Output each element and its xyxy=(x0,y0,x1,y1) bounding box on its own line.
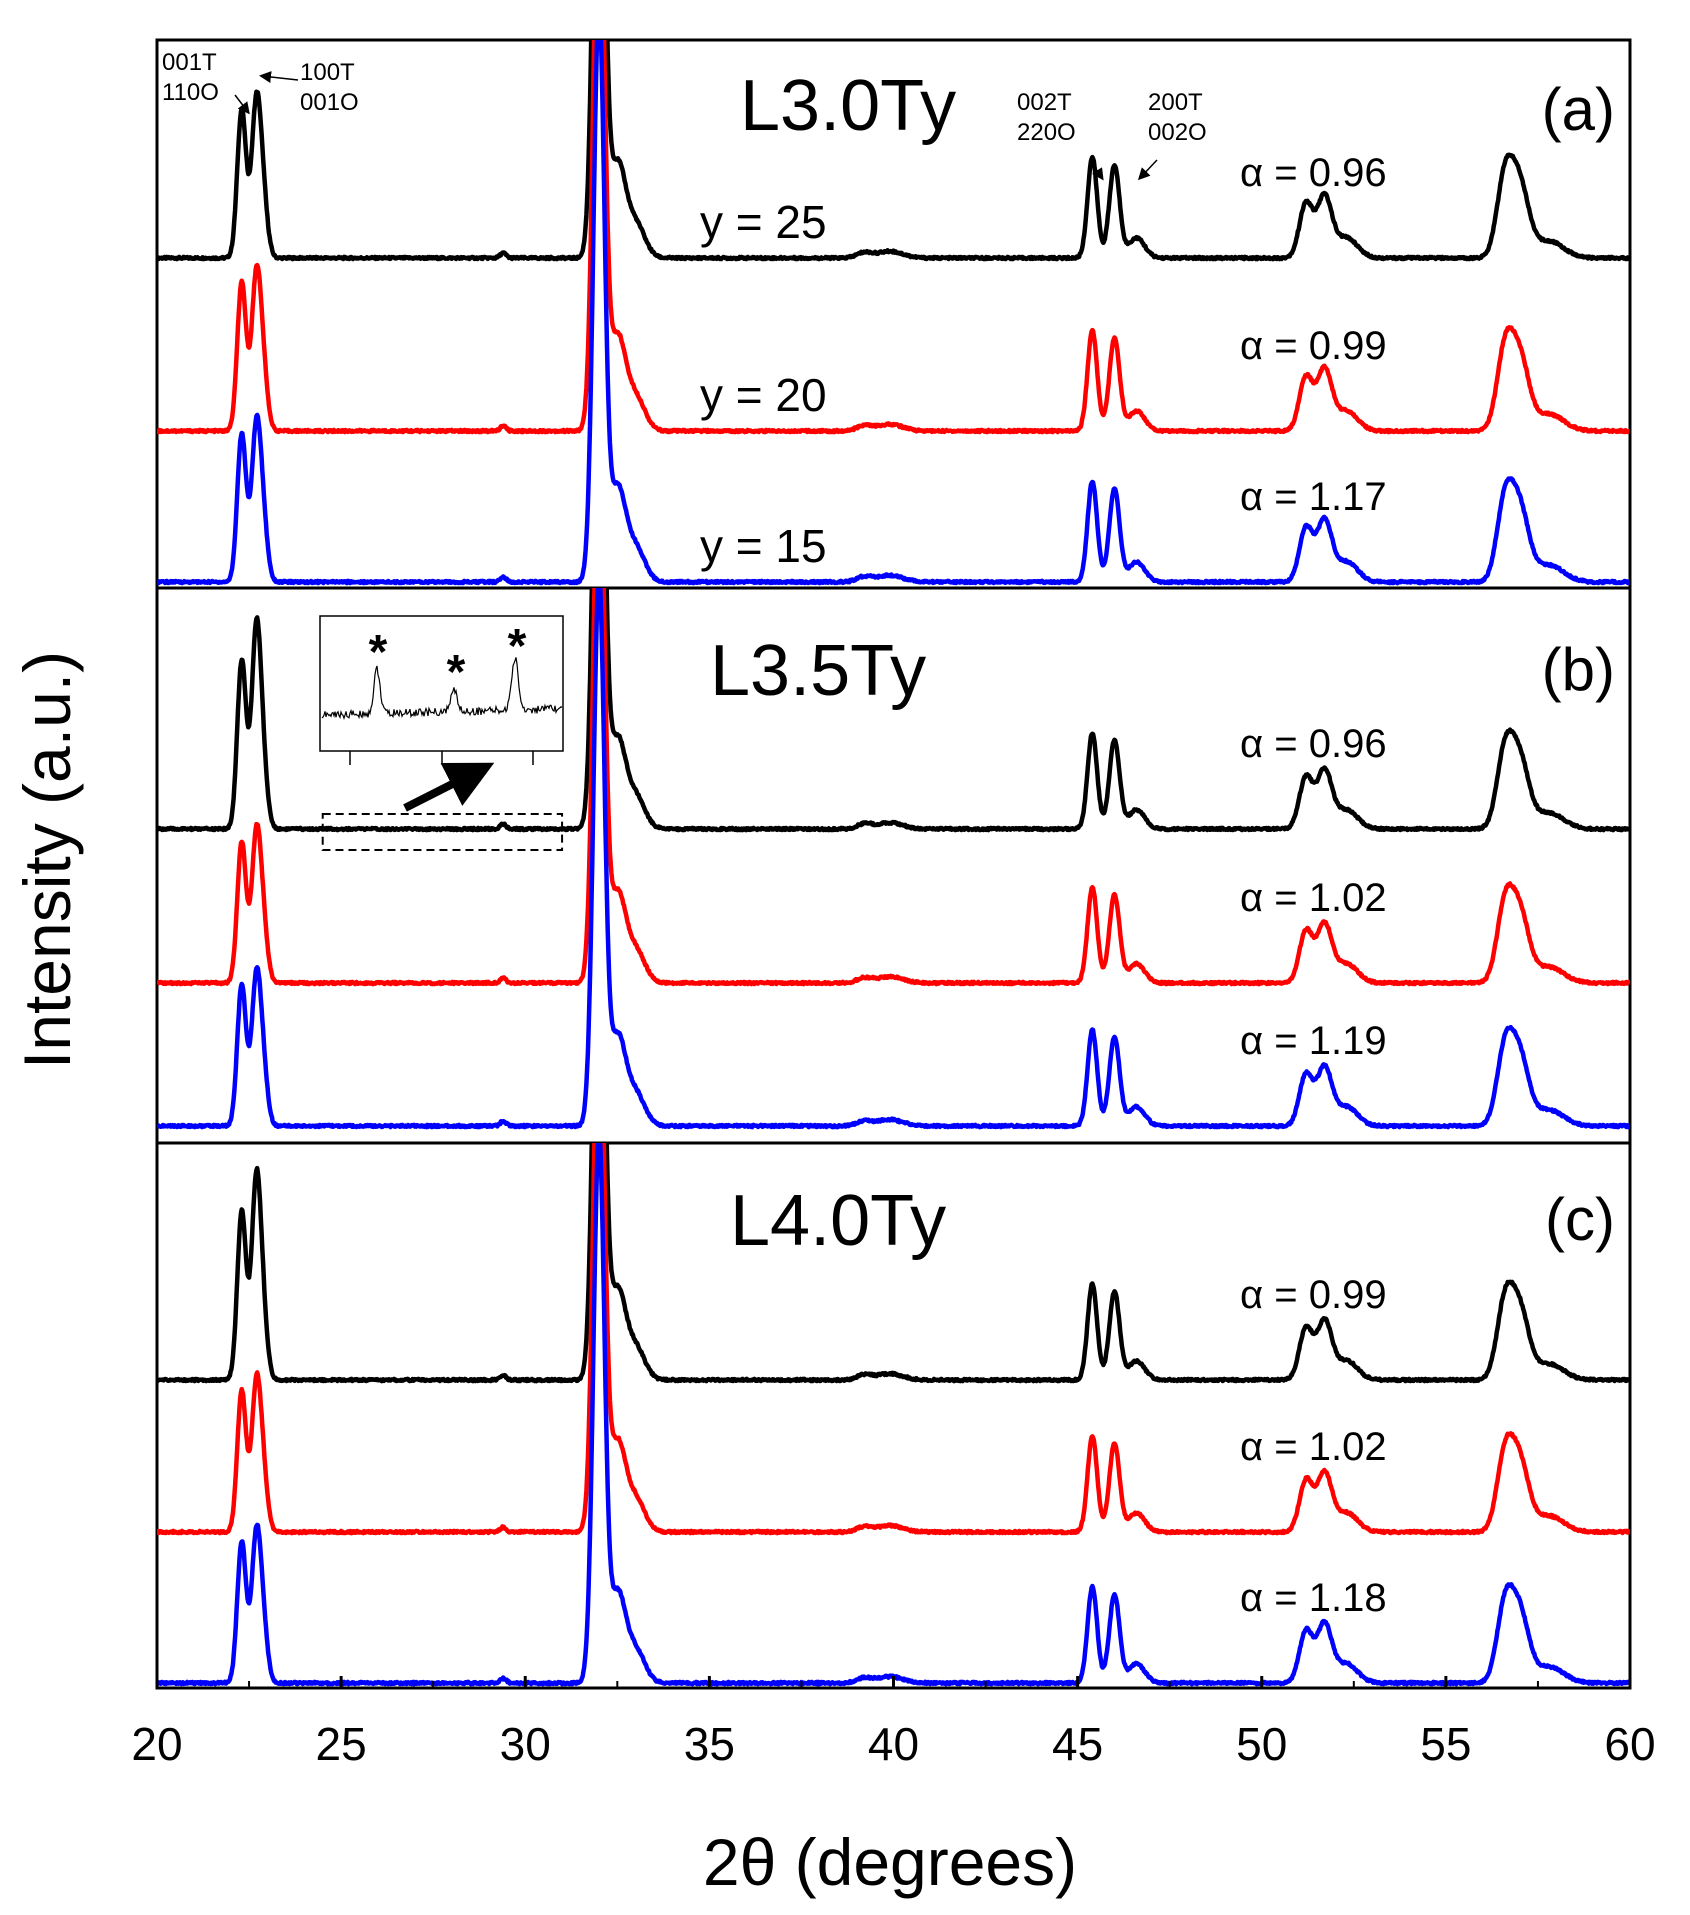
y-composition-label: y = 15 xyxy=(700,520,827,572)
inset: * * * xyxy=(319,615,564,765)
series-line-black xyxy=(157,588,1630,833)
x-axis: 20 25 30 35 40 45 50 55 60 xyxy=(131,1676,1656,1770)
panel-title: L4.0Ty xyxy=(730,1181,946,1261)
panel-title: L3.5Ty xyxy=(710,631,926,711)
inset-trace xyxy=(321,657,563,720)
peak-label-top: 001T xyxy=(162,49,217,76)
inset-marker: * xyxy=(369,626,388,679)
series-line-black xyxy=(157,1143,1630,1384)
peak-arrow xyxy=(1137,159,1158,181)
x-tick-label: 60 xyxy=(1604,1718,1655,1770)
x-tick-label: 25 xyxy=(316,1718,367,1770)
peak-label-top: 100T xyxy=(300,59,355,86)
x-tick-label: 35 xyxy=(684,1718,735,1770)
series-line-red xyxy=(157,1143,1630,1536)
peak-arrow xyxy=(259,71,299,83)
alpha-label: α = 1.02 xyxy=(1240,1425,1387,1469)
panel-letter: (c) xyxy=(1545,1186,1615,1253)
peak-label-top: 002T xyxy=(1017,89,1072,116)
peak-arrow xyxy=(234,94,250,115)
inset-marker: * xyxy=(508,620,527,673)
alpha-label: α = 1.02 xyxy=(1240,876,1387,920)
alpha-label: α = 0.99 xyxy=(1240,324,1387,368)
peak-label-top: 200T xyxy=(1148,89,1203,116)
alpha-label: α = 1.17 xyxy=(1240,475,1387,519)
alpha-label: α = 1.19 xyxy=(1240,1019,1387,1063)
panel-letter: (b) xyxy=(1542,636,1615,703)
alpha-label: α = 0.96 xyxy=(1240,151,1387,195)
peak-label-bottom: 110O xyxy=(162,79,219,106)
alpha-label: α = 0.99 xyxy=(1240,1273,1387,1317)
panel-title: L3.0Ty xyxy=(740,66,956,146)
peak-arrow xyxy=(1089,159,1104,181)
inset-marker: * xyxy=(447,646,466,699)
inset-arrow xyxy=(403,762,495,812)
x-tick-label: 50 xyxy=(1236,1718,1287,1770)
annotations-group: α = 0.96 y = 25 α = 0.99 y = 20 α = 1.17 y = … xyxy=(162,49,1615,1620)
series-line-black xyxy=(157,40,1630,262)
panel-letter: (a) xyxy=(1542,76,1615,143)
x-tick-label: 45 xyxy=(1052,1718,1103,1770)
alpha-label: α = 0.96 xyxy=(1240,722,1387,766)
peak-label-bottom: 002O xyxy=(1148,119,1207,146)
series-line-blue xyxy=(157,40,1630,586)
peak-label-bottom: 220O xyxy=(1017,119,1076,146)
x-tick-label: 55 xyxy=(1420,1718,1471,1770)
y-composition-label: y = 20 xyxy=(700,369,827,421)
alpha-label: α = 1.18 xyxy=(1240,1576,1387,1620)
x-tick-label: 20 xyxy=(131,1718,182,1770)
inset-frame xyxy=(319,615,564,752)
y-axis-title: Intensity (a.u.) xyxy=(10,651,84,1069)
y-composition-label: y = 25 xyxy=(700,196,827,248)
panel-series-1 xyxy=(157,588,1630,1130)
inset-region-box xyxy=(321,813,564,851)
series-line-red xyxy=(157,40,1630,435)
series-line-blue xyxy=(157,588,1630,1130)
x-axis-title: 2θ (degrees) xyxy=(703,1825,1077,1899)
panel-frames xyxy=(155,38,1632,1690)
x-tick-label: 30 xyxy=(500,1718,551,1770)
x-tick-label: 40 xyxy=(868,1718,919,1770)
series-line-red xyxy=(157,588,1630,987)
peak-label-bottom: 001O xyxy=(300,89,359,116)
series-group xyxy=(157,40,1630,1687)
panel-series-0 xyxy=(157,40,1630,586)
